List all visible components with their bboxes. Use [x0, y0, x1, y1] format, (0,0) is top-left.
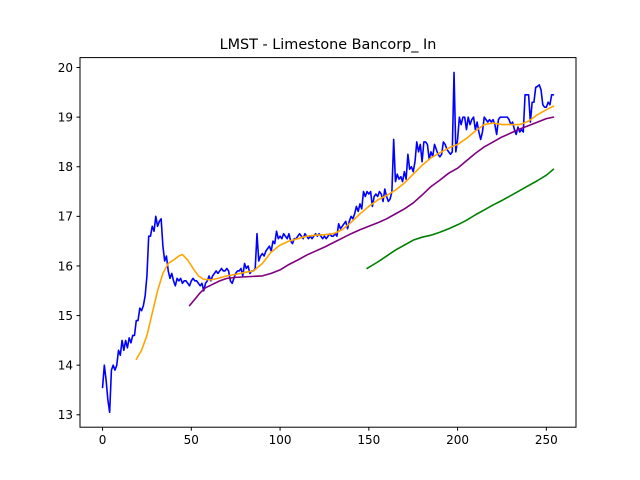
y-tick-label: 20	[58, 61, 73, 75]
y-tick-label: 16	[58, 259, 73, 273]
y-tick-label: 18	[58, 160, 73, 174]
series-line-4	[366, 168, 555, 270]
x-tick-label: 250	[535, 433, 558, 447]
series-line-3	[188, 116, 555, 307]
x-tick-label: 100	[269, 433, 292, 447]
x-tick-label: 200	[446, 433, 469, 447]
y-tick-label: 13	[58, 408, 73, 422]
chart-title: LMST - Limestone Bancorp_ In	[220, 37, 437, 53]
x-axis: 0 50 100 150 200 250	[99, 427, 558, 447]
plot-area-frame	[79, 57, 577, 428]
y-tick-label: 15	[58, 309, 73, 323]
y-tick-label: 17	[58, 210, 73, 224]
y-tick-label: 19	[58, 110, 73, 124]
x-tick-label: 50	[184, 433, 199, 447]
y-tick-label: 14	[58, 358, 73, 372]
plot-series	[101, 71, 555, 414]
y-axis: 13 14 15 16 17 18 19 20	[58, 61, 80, 422]
x-tick-label: 150	[357, 433, 380, 447]
series-line-2	[135, 105, 555, 361]
x-tick-label: 0	[99, 433, 107, 447]
series-line-1	[101, 71, 555, 414]
